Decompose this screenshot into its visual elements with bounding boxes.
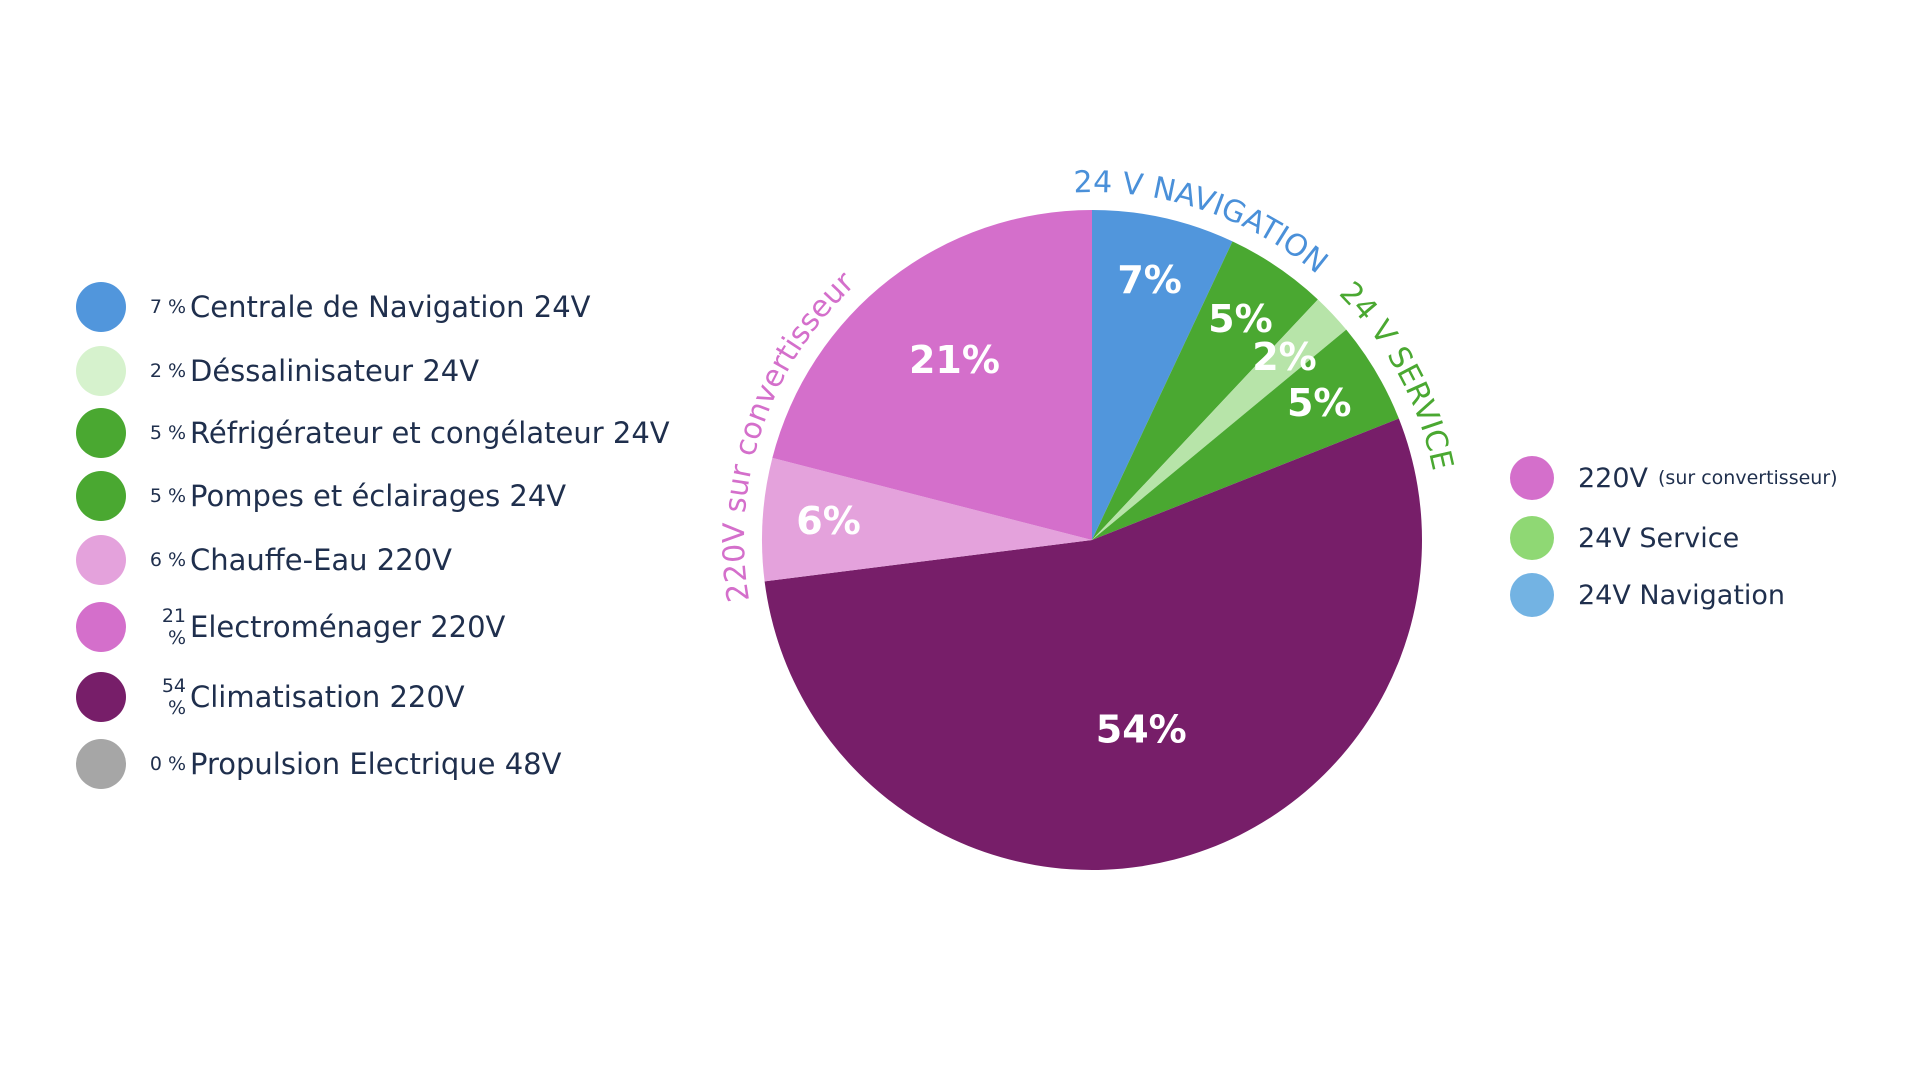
legend-label: Electroménager 220V [190, 610, 506, 644]
legend-percent: 5 % [149, 485, 186, 507]
legend-percent: 6 % [149, 549, 186, 571]
group-legend-item: 24V Service [1510, 515, 1739, 561]
legend-item: 21 % Electroménager 220V [76, 601, 505, 653]
legend-item: 5 % Pompes et éclairages 24V [76, 470, 566, 522]
pie-slice-5 [762, 457, 1092, 582]
legend-percent: 54 % [161, 675, 186, 719]
legend-label: Déssalinisateur 24V [190, 354, 480, 388]
legend-item: 2 % Déssalinisateur 24V [76, 345, 479, 397]
pie-slice-2 [1092, 299, 1347, 540]
legend-percent: 7 % [149, 296, 186, 318]
legend-swatch [76, 346, 126, 396]
legend-label: Réfrigérateur et congélateur 24V [190, 416, 670, 450]
legend-percent: 2 % [149, 360, 186, 382]
pie-slice-label-3: 5% [1287, 381, 1352, 425]
pie-slice-0 [1092, 210, 1233, 540]
pie-slice-label-6: 21% [909, 338, 1000, 382]
group-legend-swatch [1510, 456, 1554, 500]
pie-slice-1 [1092, 241, 1318, 540]
legend-label: Propulsion Electrique 48V [190, 747, 562, 781]
legend-swatch [76, 471, 126, 521]
pie-slice-6 [772, 210, 1092, 540]
group-legend-label: 24V Service [1578, 522, 1740, 554]
legend-label: Pompes et éclairages 24V [190, 479, 567, 513]
legend-swatch [76, 672, 126, 722]
legend-label: Climatisation 220V [190, 680, 465, 714]
legend-item: 0 % Propulsion Electrique 48V [76, 738, 561, 790]
legend-label: Centrale de Navigation 24V [190, 290, 591, 324]
pie-slice-3 [1092, 329, 1399, 540]
legend-percent: 5 % [149, 422, 186, 444]
pie-slice-4 [764, 418, 1422, 871]
legend-swatch [76, 408, 126, 458]
legend-label: Chauffe-Eau 220V [190, 543, 452, 577]
legend-item: 5 % Réfrigérateur et congélateur 24V [76, 407, 670, 459]
legend-item: 7 % Centrale de Navigation 24V [76, 281, 591, 333]
legend-percent: 0 % [149, 753, 186, 775]
group-legend-swatch [1510, 573, 1554, 617]
group-legend-label: 24V Navigation [1578, 579, 1786, 611]
legend-swatch [76, 739, 126, 789]
legend-item: 6 % Chauffe-Eau 220V [76, 534, 452, 586]
pie-slice-label-4: 54% [1096, 707, 1187, 751]
pie-slice-label-1: 5% [1208, 297, 1273, 341]
legend-swatch [76, 535, 126, 585]
pie-slice-label-2: 2% [1252, 335, 1317, 379]
legend-swatch [76, 282, 126, 332]
pie-slice-label-0: 7% [1117, 258, 1182, 302]
group-legend-item: 220V (sur convertisseur) [1510, 455, 1838, 501]
legend-item: 54 % Climatisation 220V [76, 671, 465, 723]
group-legend-label: 220V [1578, 462, 1649, 494]
group-legend-item: 24V Navigation [1510, 572, 1785, 618]
legend-swatch [76, 602, 126, 652]
pie-slice-label-5: 6% [796, 499, 861, 543]
group-legend-note: (sur convertisseur) [1658, 467, 1838, 489]
group-legend-swatch [1510, 516, 1554, 560]
legend-percent: 21 % [161, 605, 186, 649]
